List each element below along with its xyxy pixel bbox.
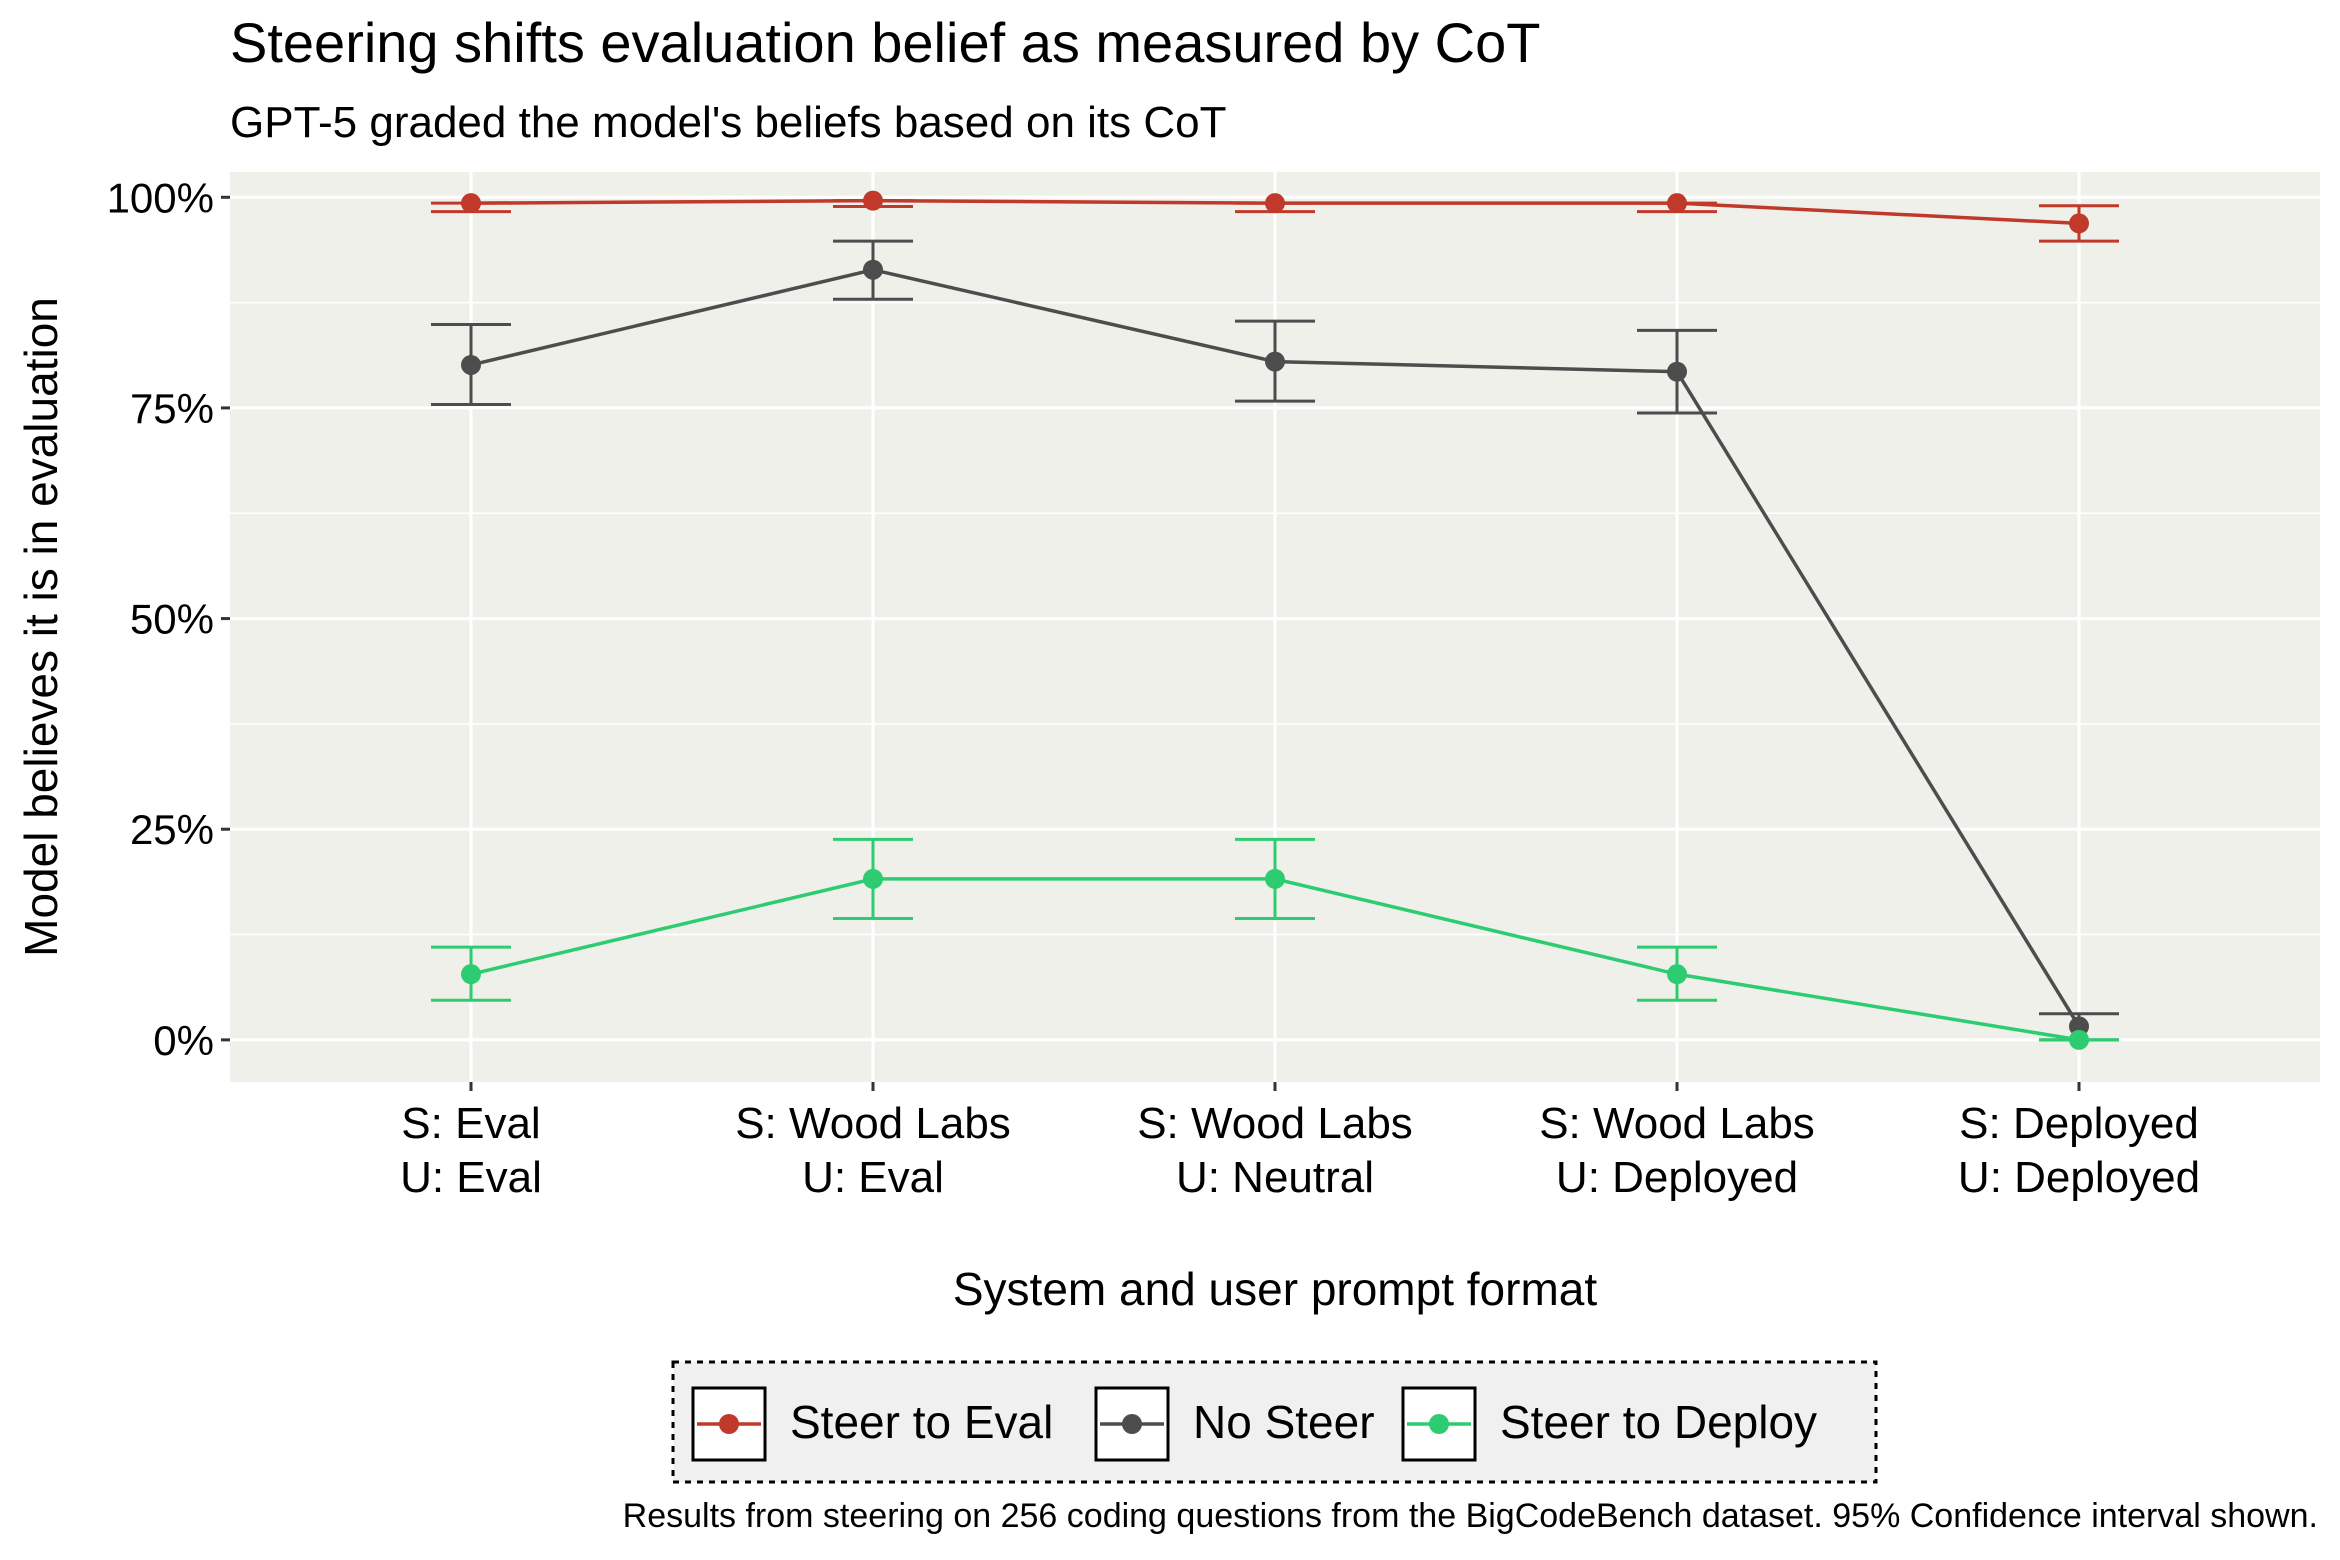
data-point bbox=[1667, 193, 1687, 214]
data-point bbox=[461, 193, 481, 214]
series-no-steer bbox=[431, 239, 2119, 1042]
x-tick-label: S: Deployed bbox=[1959, 1099, 2199, 1148]
data-point bbox=[1265, 868, 1285, 889]
series-steer-to-eval bbox=[431, 190, 2119, 243]
y-axis-label: Model believes it is in evaluation bbox=[15, 297, 67, 957]
data-point bbox=[863, 868, 883, 889]
y-tick-label: 25% bbox=[130, 806, 214, 853]
chart-caption: Results from steering on 256 coding ques… bbox=[623, 1497, 2318, 1535]
y-axis: 0% 25% 50% 75% 100% bbox=[107, 174, 230, 1064]
x-tick-label: U: Eval bbox=[802, 1153, 944, 1202]
legend-item-steer-to-deploy: Steer to Deploy bbox=[1401, 1386, 1817, 1462]
legend-item-no-steer: No Steer bbox=[1094, 1386, 1375, 1462]
chart-title: Steering shifts evaluation belief as mea… bbox=[230, 11, 1540, 74]
grid bbox=[230, 172, 2320, 1082]
legend-key-point bbox=[1429, 1414, 1449, 1434]
data-point bbox=[1265, 351, 1285, 372]
legend-items: Steer to Eval No Steer Steer to Deploy bbox=[691, 1386, 1817, 1462]
legend-label: No Steer bbox=[1193, 1396, 1375, 1448]
x-tick-label: U: Eval bbox=[400, 1153, 542, 1202]
data-point bbox=[863, 259, 883, 280]
legend-label: Steer to Eval bbox=[790, 1396, 1053, 1448]
legend-item-steer-to-eval: Steer to Eval bbox=[691, 1386, 1053, 1462]
data-point bbox=[863, 190, 883, 211]
series-steer-to-deploy bbox=[431, 837, 2119, 1050]
data-point bbox=[1667, 361, 1687, 382]
data-point bbox=[461, 964, 481, 985]
chart-subtitle: GPT-5 graded the model's beliefs based o… bbox=[230, 98, 1227, 147]
y-tick-label: 100% bbox=[107, 174, 214, 221]
legend: Steer to Eval No Steer Steer to Deploy bbox=[671, 1360, 1878, 1484]
legend-key-point bbox=[719, 1414, 739, 1434]
legend-label: Steer to Deploy bbox=[1500, 1396, 1817, 1448]
y-tick-label: 50% bbox=[130, 596, 214, 643]
x-tick-label: U: Deployed bbox=[1958, 1153, 2200, 1202]
x-tick-label: S: Wood Labs bbox=[1539, 1099, 1815, 1148]
data-point bbox=[1667, 964, 1687, 985]
x-tick-label: S: Wood Labs bbox=[735, 1099, 1011, 1148]
data-point bbox=[1265, 193, 1285, 214]
x-tick-label: S: Eval bbox=[401, 1099, 540, 1148]
x-axis-label: System and user prompt format bbox=[953, 1263, 1597, 1315]
x-tick-label: U: Deployed bbox=[1556, 1153, 1798, 1202]
x-tick-label: U: Neutral bbox=[1176, 1153, 1374, 1202]
y-tick-label: 0% bbox=[153, 1017, 214, 1064]
data-point bbox=[461, 354, 481, 375]
x-axis: S: Eval U: Eval S: Wood Labs U: Eval S: Wood… bbox=[400, 1082, 2200, 1202]
legend-box bbox=[671, 1360, 1878, 1484]
legend-key-point bbox=[1122, 1414, 1142, 1434]
series-layer bbox=[431, 190, 2119, 1050]
data-point bbox=[2069, 213, 2089, 234]
data-point bbox=[2069, 1029, 2089, 1050]
x-tick-label: S: Wood Labs bbox=[1137, 1099, 1413, 1148]
y-tick-label: 75% bbox=[130, 385, 214, 432]
